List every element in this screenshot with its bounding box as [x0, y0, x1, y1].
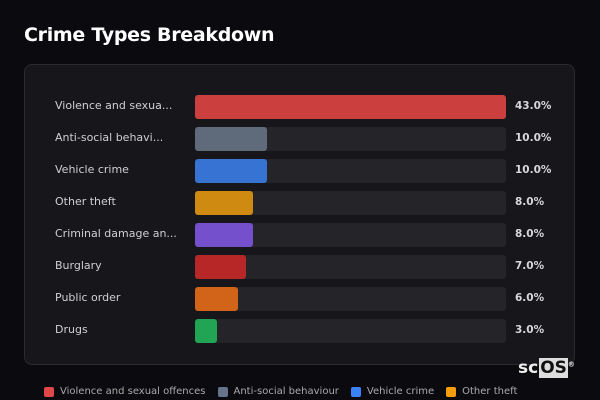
- chart-panel: Violence and sexua... 43.0% Anti-social b…: [24, 64, 575, 365]
- bar-track: [195, 223, 506, 247]
- bar-row: Violence and sexua... 43.0%: [25, 95, 574, 119]
- legend-label: Other theft: [462, 386, 518, 397]
- chart-title: Crime Types Breakdown: [24, 24, 275, 46]
- value-label: 6.0%: [515, 292, 545, 304]
- bar-track: [195, 319, 506, 343]
- value-label: 10.0%: [515, 132, 552, 144]
- category-label: Vehicle crime: [55, 163, 129, 176]
- legend-swatch: [217, 386, 228, 397]
- category-label: Other theft: [55, 195, 116, 208]
- legend-swatch: [350, 386, 361, 397]
- bar[interactable]: [195, 223, 253, 247]
- bar[interactable]: [195, 319, 217, 343]
- category-label: Anti-social behavi...: [55, 131, 164, 144]
- bar-track: [195, 127, 506, 151]
- legend-item[interactable]: Other theft: [446, 386, 517, 397]
- category-label: Drugs: [55, 323, 88, 336]
- legend-item[interactable]: Violence and sexual offences: [44, 386, 206, 397]
- bar-row: Other theft 8.0%: [25, 191, 574, 215]
- bar-track: [195, 95, 506, 119]
- category-label: Criminal damage an...: [55, 227, 177, 240]
- bar[interactable]: [195, 191, 253, 215]
- bar-track: [195, 287, 506, 311]
- legend-swatch: [44, 386, 54, 397]
- bar[interactable]: [195, 255, 246, 279]
- value-label: 10.0%: [515, 164, 552, 176]
- legend-label: Anti-social behaviour: [233, 386, 339, 397]
- value-label: 7.0%: [515, 260, 545, 272]
- category-label: Public order: [55, 291, 121, 304]
- legend: Violence and sexual offences Anti-social …: [44, 386, 517, 397]
- legend-item[interactable]: Anti-social behaviour: [217, 386, 339, 397]
- bar-row: Burglary 7.0%: [25, 255, 574, 279]
- logo-text: sc: [518, 358, 539, 378]
- bar-row: Public order 6.0%: [25, 287, 574, 311]
- bar-row: Criminal damage an... 8.0%: [25, 223, 574, 247]
- value-label: 43.0%: [515, 100, 552, 112]
- bar-row: Drugs 3.0%: [25, 319, 574, 343]
- bar[interactable]: [195, 95, 506, 119]
- logo-mark: ®: [567, 360, 575, 369]
- bar-track: [195, 191, 506, 215]
- legend-swatch: [446, 386, 457, 397]
- logo-box-text: OS: [539, 358, 568, 378]
- bar[interactable]: [195, 287, 239, 311]
- bar-track: [195, 255, 506, 279]
- logo: sc OS®: [517, 358, 575, 378]
- value-label: 3.0%: [515, 324, 545, 336]
- category-label: Violence and sexua...: [55, 99, 173, 112]
- legend-item[interactable]: Vehicle crime: [350, 386, 435, 397]
- bar-row: Anti-social behavi... 10.0%: [25, 127, 574, 151]
- bar-track: [195, 159, 506, 183]
- legend-label: Vehicle crime: [366, 386, 435, 397]
- bar[interactable]: [195, 127, 268, 151]
- legend-label: Violence and sexual offences: [60, 386, 206, 397]
- bar[interactable]: [195, 159, 268, 183]
- value-label: 8.0%: [515, 228, 545, 240]
- value-label: 8.0%: [515, 196, 545, 208]
- bar-row: Vehicle crime 10.0%: [25, 159, 574, 183]
- category-label: Burglary: [55, 259, 102, 272]
